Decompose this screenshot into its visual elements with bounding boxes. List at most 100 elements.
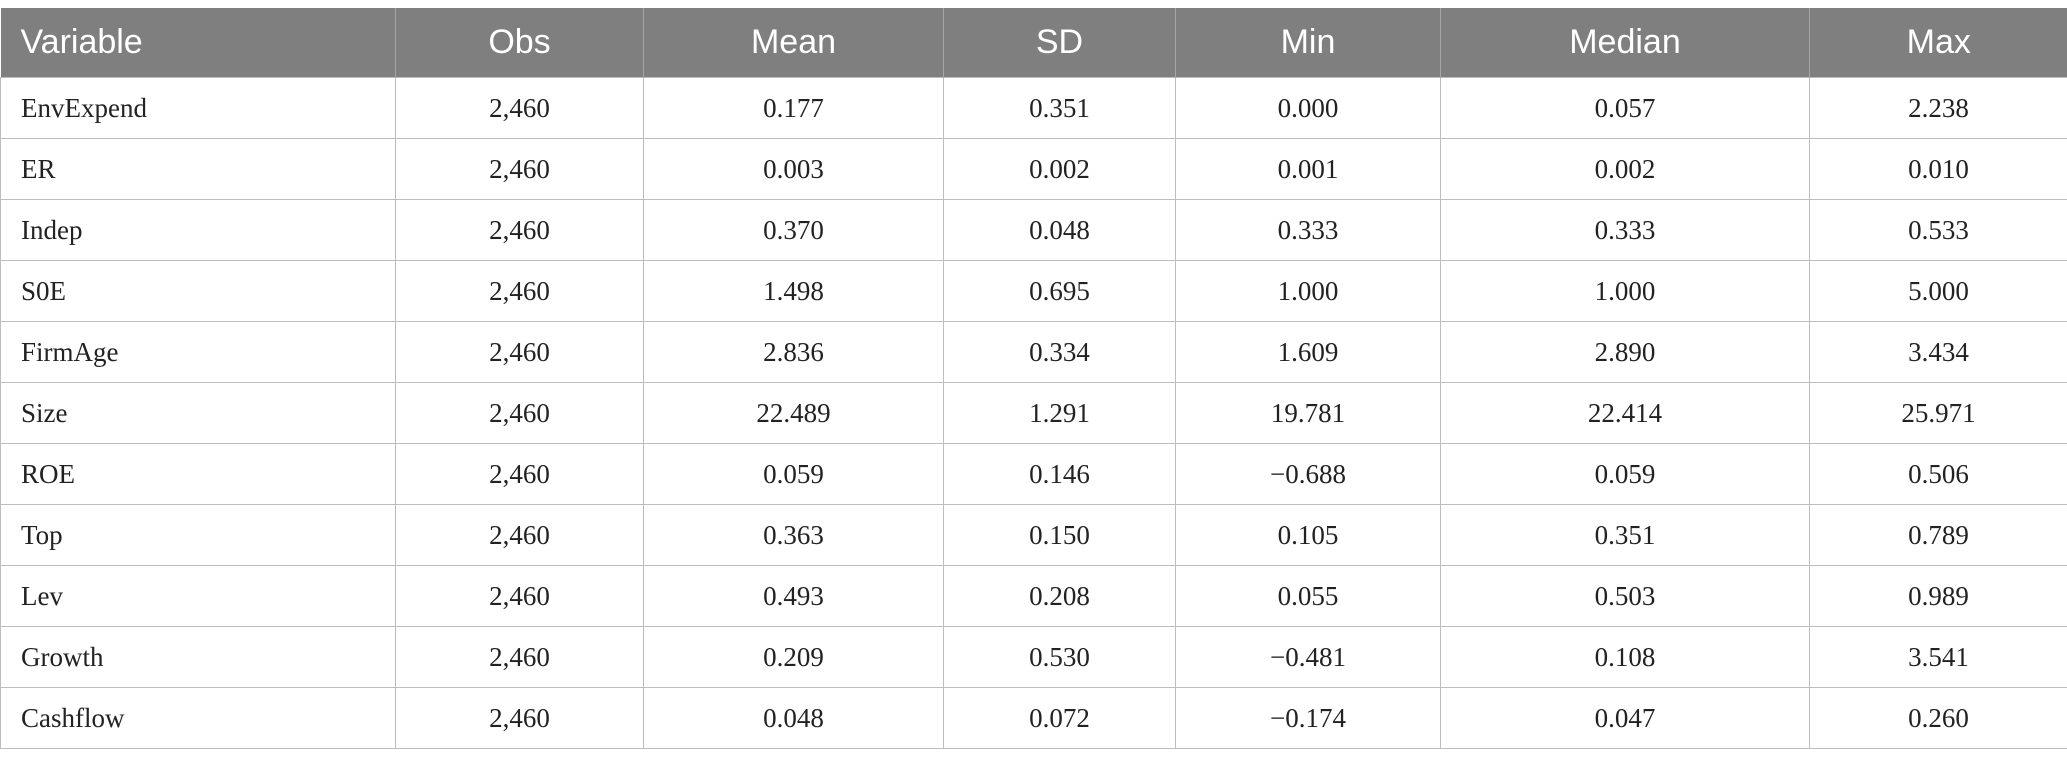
cell-sd: 0.695 (943, 260, 1176, 322)
header-mean: Mean (643, 8, 944, 78)
cell-min: 1.609 (1175, 321, 1441, 383)
table-row: EnvExpend 2,460 0.177 0.351 0.000 0.057 2.238 (0, 77, 2067, 139)
cell-median: 0.333 (1440, 199, 1810, 261)
cell-mean: 0.209 (643, 626, 944, 688)
cell-mean: 0.048 (643, 687, 944, 749)
cell-sd: 0.334 (943, 321, 1176, 383)
table-row: ER 2,460 0.003 0.002 0.001 0.002 0.010 (0, 138, 2067, 200)
cell-mean: 2.836 (643, 321, 944, 383)
cell-obs: 2,460 (395, 443, 644, 505)
cell-min: 19.781 (1175, 382, 1441, 444)
cell-mean: 0.370 (643, 199, 944, 261)
header-row: Variable Obs Mean SD Min Median Max (0, 8, 2067, 78)
cell-obs: 2,460 (395, 138, 644, 200)
cell-sd: 0.150 (943, 504, 1176, 566)
cell-median: 0.108 (1440, 626, 1810, 688)
cell-median: 0.059 (1440, 443, 1810, 505)
cell-min: 0.055 (1175, 565, 1441, 627)
cell-max: 5.000 (1809, 260, 2067, 322)
table-body: EnvExpend 2,460 0.177 0.351 0.000 0.057 2.238 E… (0, 77, 2067, 749)
cell-obs: 2,460 (395, 77, 644, 139)
cell-mean: 0.493 (643, 565, 944, 627)
cell-median: 1.000 (1440, 260, 1810, 322)
cell-sd: 0.002 (943, 138, 1176, 200)
header-min: Min (1175, 8, 1441, 78)
cell-median: 0.047 (1440, 687, 1810, 749)
table-row: Cashflow 2,460 0.048 0.072 −0.174 0.047 0.260 (0, 687, 2067, 749)
cell-obs: 2,460 (395, 626, 644, 688)
header-variable: Variable (0, 8, 396, 78)
header-max: Max (1809, 8, 2067, 78)
cell-obs: 2,460 (395, 260, 644, 322)
cell-min: 0.105 (1175, 504, 1441, 566)
cell-max: 2.238 (1809, 77, 2067, 139)
cell-min: −0.481 (1175, 626, 1441, 688)
header-sd: SD (943, 8, 1176, 78)
cell-variable: Top (0, 504, 396, 566)
cell-variable: Size (0, 382, 396, 444)
table-header: Variable Obs Mean SD Min Median Max (0, 8, 2067, 78)
cell-min: 0.333 (1175, 199, 1441, 261)
cell-sd: 0.048 (943, 199, 1176, 261)
table-row: Size 2,460 22.489 1.291 19.781 22.414 25.971 (0, 382, 2067, 444)
cell-variable: Indep (0, 199, 396, 261)
cell-sd: 1.291 (943, 382, 1176, 444)
cell-median: 2.890 (1440, 321, 1810, 383)
table-row: S0E 2,460 1.498 0.695 1.000 1.000 5.000 (0, 260, 2067, 322)
cell-obs: 2,460 (395, 321, 644, 383)
cell-obs: 2,460 (395, 687, 644, 749)
cell-max: 0.010 (1809, 138, 2067, 200)
cell-variable: ROE (0, 443, 396, 505)
cell-sd: 0.208 (943, 565, 1176, 627)
cell-max: 0.260 (1809, 687, 2067, 749)
table-row: Indep 2,460 0.370 0.048 0.333 0.333 0.533 (0, 199, 2067, 261)
cell-mean: 0.177 (643, 77, 944, 139)
cell-variable: EnvExpend (0, 77, 396, 139)
cell-obs: 2,460 (395, 382, 644, 444)
cell-sd: 0.146 (943, 443, 1176, 505)
cell-mean: 1.498 (643, 260, 944, 322)
cell-obs: 2,460 (395, 199, 644, 261)
cell-max: 3.434 (1809, 321, 2067, 383)
cell-max: 0.989 (1809, 565, 2067, 627)
cell-min: −0.688 (1175, 443, 1441, 505)
cell-max: 0.533 (1809, 199, 2067, 261)
header-obs: Obs (395, 8, 644, 78)
cell-min: 1.000 (1175, 260, 1441, 322)
cell-max: 0.789 (1809, 504, 2067, 566)
cell-variable: Growth (0, 626, 396, 688)
cell-mean: 0.003 (643, 138, 944, 200)
cell-sd: 0.351 (943, 77, 1176, 139)
cell-median: 0.057 (1440, 77, 1810, 139)
cell-max: 3.541 (1809, 626, 2067, 688)
cell-mean: 0.059 (643, 443, 944, 505)
cell-median: 22.414 (1440, 382, 1810, 444)
table-row: Lev 2,460 0.493 0.208 0.055 0.503 0.989 (0, 565, 2067, 627)
cell-median: 0.503 (1440, 565, 1810, 627)
cell-min: 0.000 (1175, 77, 1441, 139)
table-row: ROE 2,460 0.059 0.146 −0.688 0.059 0.506 (0, 443, 2067, 505)
cell-min: −0.174 (1175, 687, 1441, 749)
table-row: Growth 2,460 0.209 0.530 −0.481 0.108 3.541 (0, 626, 2067, 688)
table-row: FirmAge 2,460 2.836 0.334 1.609 2.890 3.434 (0, 321, 2067, 383)
table-row: Top 2,460 0.363 0.150 0.105 0.351 0.789 (0, 504, 2067, 566)
cell-max: 25.971 (1809, 382, 2067, 444)
summary-statistics-table: Variable Obs Mean SD Min Median Max EnvE… (0, 8, 2067, 749)
cell-mean: 22.489 (643, 382, 944, 444)
cell-mean: 0.363 (643, 504, 944, 566)
cell-obs: 2,460 (395, 565, 644, 627)
header-median: Median (1440, 8, 1810, 78)
cell-obs: 2,460 (395, 504, 644, 566)
cell-min: 0.001 (1175, 138, 1441, 200)
summary-statistics-table-container: Variable Obs Mean SD Min Median Max EnvE… (0, 8, 2067, 749)
cell-median: 0.002 (1440, 138, 1810, 200)
cell-variable: Lev (0, 565, 396, 627)
cell-variable: S0E (0, 260, 396, 322)
cell-variable: ER (0, 138, 396, 200)
cell-sd: 0.530 (943, 626, 1176, 688)
cell-median: 0.351 (1440, 504, 1810, 566)
cell-variable: Cashflow (0, 687, 396, 749)
cell-sd: 0.072 (943, 687, 1176, 749)
cell-variable: FirmAge (0, 321, 396, 383)
cell-max: 0.506 (1809, 443, 2067, 505)
